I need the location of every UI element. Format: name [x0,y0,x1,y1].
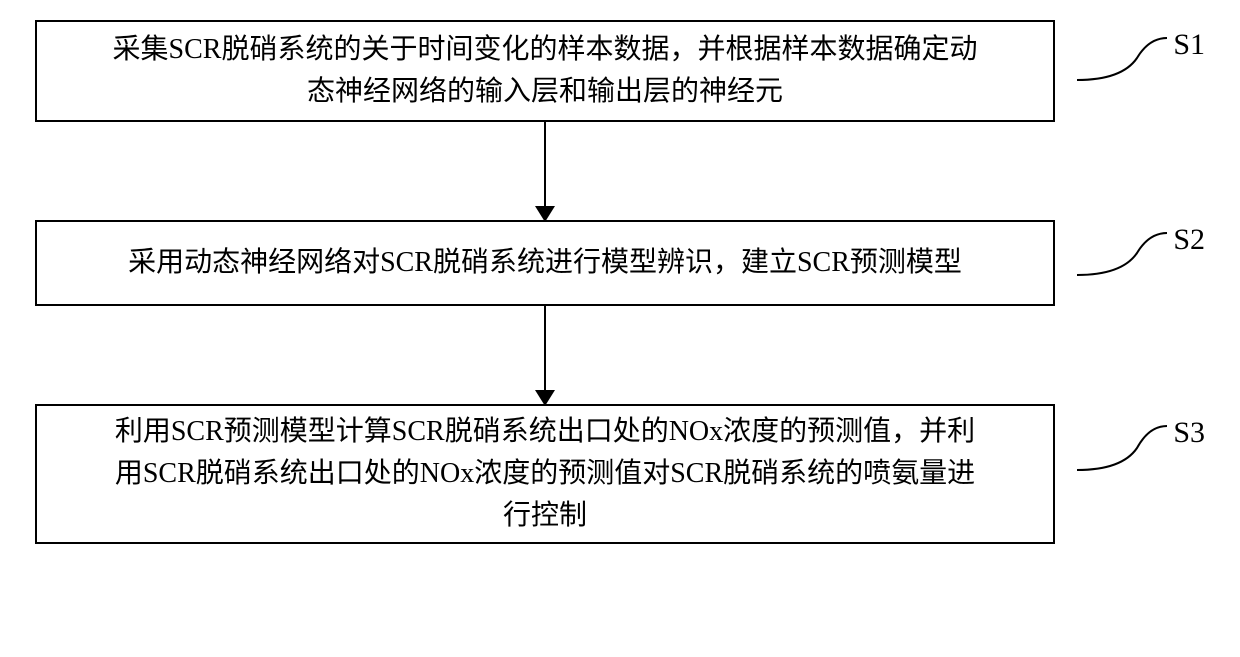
flowchart-step-s3: 利用SCR预测模型计算SCR脱硝系统出口处的NOx浓度的预测值，并利 用SCR脱… [35,404,1055,544]
step-text-line: 采集SCR脱硝系统的关于时间变化的样本数据，并根据样本数据确定动 [57,29,1033,71]
step-text-line: 态神经网络的输入层和输出层的神经元 [57,71,1033,113]
step-label-s2: S2 [1077,225,1205,285]
step-label-s3: S3 [1077,418,1205,480]
flowchart-container: 采集SCR脱硝系统的关于时间变化的样本数据，并根据样本数据确定动 态神经网络的输… [35,20,1205,544]
label-connector-curve [1077,418,1167,480]
step-label-s1: S1 [1077,30,1205,90]
step-label-text: S3 [1173,416,1205,450]
step-text-line: 行控制 [57,495,1033,537]
step-text-line: 利用SCR预测模型计算SCR脱硝系统出口处的NOx浓度的预测值，并利 [57,411,1033,453]
flowchart-step-s2: 采用动态神经网络对SCR脱硝系统进行模型辨识，建立SCR预测模型 [35,220,1055,306]
flowchart-arrow [35,122,1055,220]
label-connector-curve [1077,30,1167,90]
step-text-line: 采用动态神经网络对SCR脱硝系统进行模型辨识，建立SCR预测模型 [57,242,1033,284]
step-label-text: S2 [1173,223,1205,257]
step-label-text: S1 [1173,28,1205,62]
step-text-line: 用SCR脱硝系统出口处的NOx浓度的预测值对SCR脱硝系统的喷氨量进 [57,453,1033,495]
flowchart-step-s1: 采集SCR脱硝系统的关于时间变化的样本数据，并根据样本数据确定动 态神经网络的输… [35,20,1055,122]
label-connector-curve [1077,225,1167,285]
flowchart-arrow [35,306,1055,404]
